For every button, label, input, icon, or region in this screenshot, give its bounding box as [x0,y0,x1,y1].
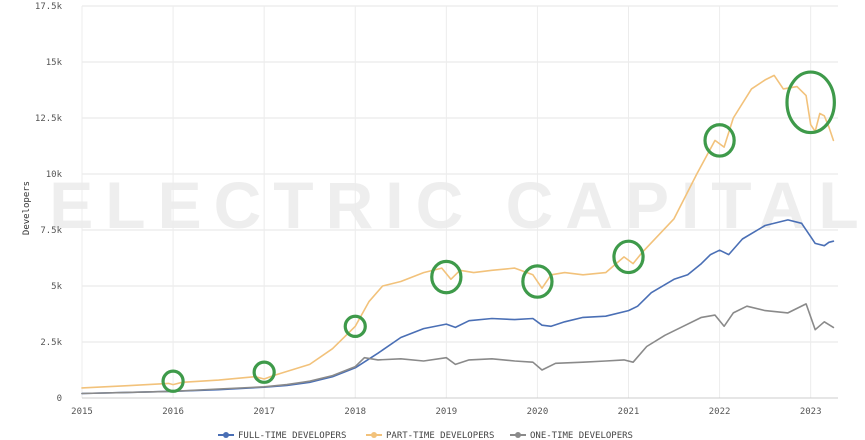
annotation-circle-6 [703,123,736,158]
legend-swatch-dot [223,432,229,438]
annotation-circle-4 [521,264,554,299]
x-axis: 2015 2016 2017 2018 2019 2020 2021 2022 2023 [71,397,838,417]
series-line-0 [81,219,835,395]
grid [81,5,838,399]
annotation-circle-1 [252,360,276,384]
y-tick-label: 2.5k [40,338,62,348]
legend-item-1[interactable]: PART-TIME DEVELOPERS [366,431,494,440]
y-tick-label: 5k [51,282,62,292]
legend-label: FULL-TIME DEVELOPERS [238,431,346,440]
annotation-circle-3 [430,259,463,295]
legend-swatch-dot [371,432,377,438]
x-tick-label: 2017 [253,407,275,417]
annotation-circle-5 [612,239,645,275]
annotations [161,70,836,393]
y-axis-label: Developers [22,181,32,235]
y-tick-label: 7.5k [40,226,62,236]
y-tick-label: 15k [46,58,63,68]
legend-item-2[interactable]: ONE-TIME DEVELOPERS [510,431,633,440]
x-tick-label: 2018 [344,407,366,417]
y-tick-label: 17.5k [35,2,63,12]
x-tick-label: 2020 [527,407,549,417]
legend-label: PART-TIME DEVELOPERS [386,431,494,440]
watermark-text: ELECTRIC CAPITAL [49,168,865,242]
y-axis: 0 2.5k 5k 7.5k 10k 12.5k 15k 17.5k [35,2,63,404]
legend-label: ONE-TIME DEVELOPERS [530,431,633,440]
legend-swatch-dot [515,432,521,438]
x-tick-label: 2016 [162,407,184,417]
annotation-circle-0 [161,369,185,393]
x-tick-label: 2021 [618,407,640,417]
series-line-2 [81,303,835,395]
x-tick-label: 2023 [800,407,822,417]
annotation-circle-7 [785,70,836,135]
y-tick-label: 10k [46,170,63,180]
y-tick-label: 12.5k [35,114,63,124]
legend[interactable]: FULL-TIME DEVELOPERS PART-TIME DEVELOPERS… [218,431,633,440]
y-tick-label: 0 [57,394,62,404]
watermark: ELECTRIC CAPITAL [49,168,865,242]
x-tick-label: 2019 [435,407,457,417]
x-tick-label: 2022 [709,407,731,417]
annotation-circle-2 [343,314,367,339]
legend-item-0[interactable]: FULL-TIME DEVELOPERS [218,431,346,440]
x-tick-label: 2015 [71,407,93,417]
